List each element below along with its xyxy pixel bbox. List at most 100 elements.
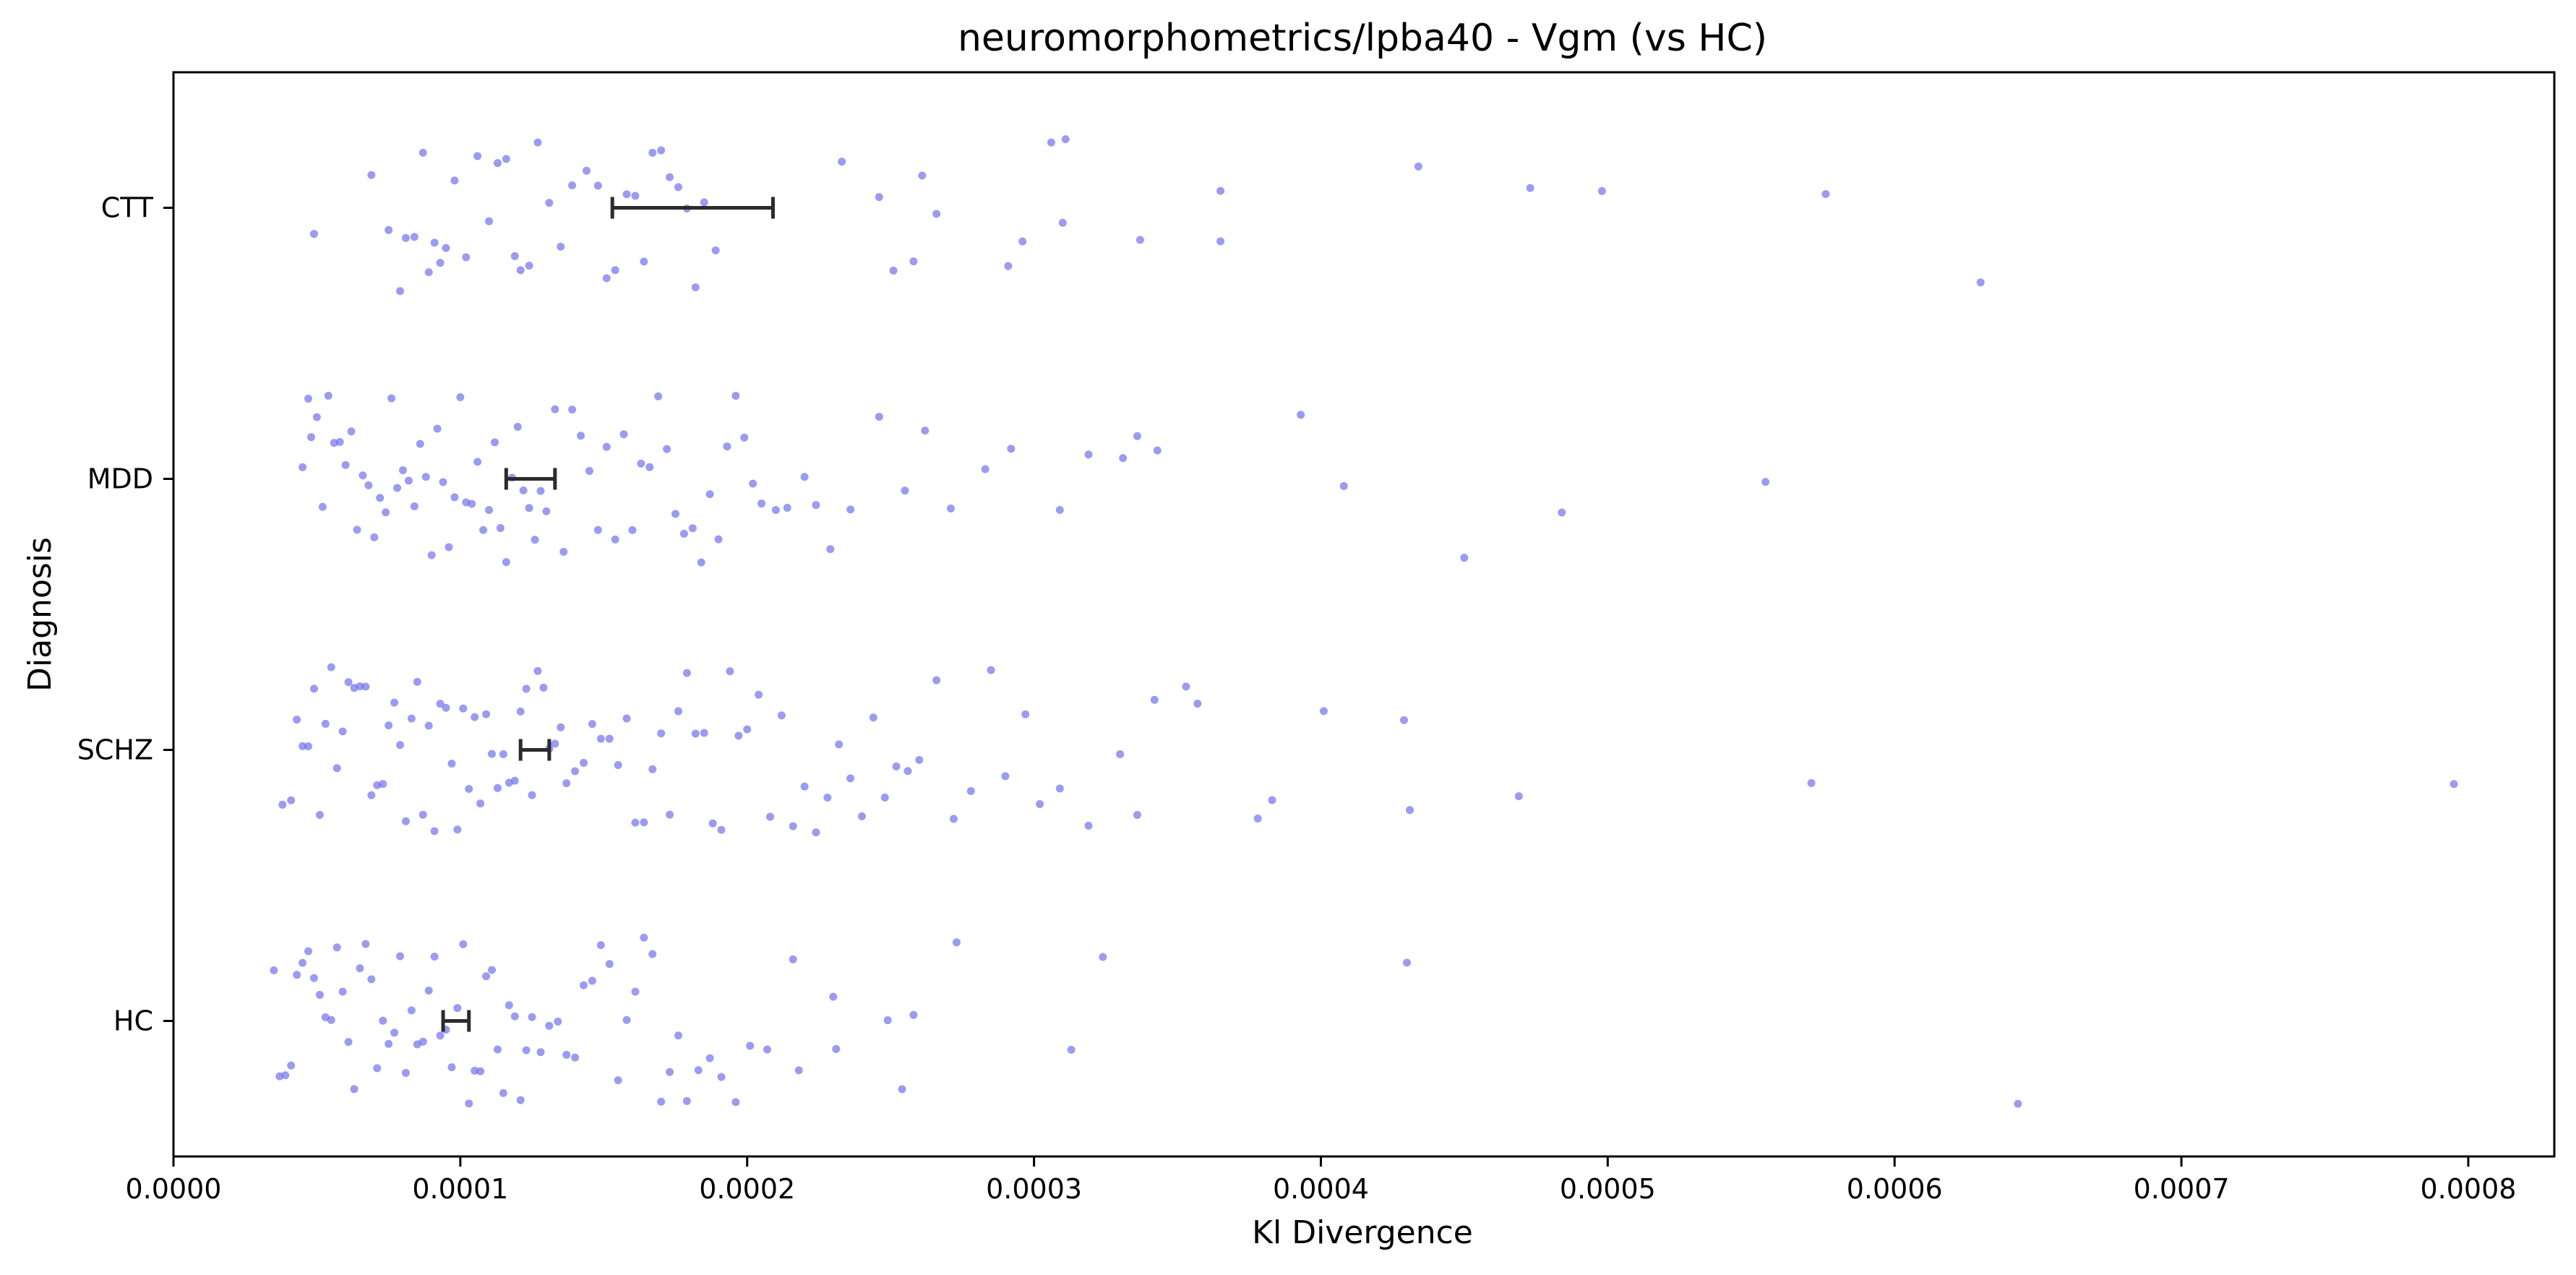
data-point-schz xyxy=(1319,707,1328,716)
data-point-hc xyxy=(588,976,596,985)
data-point-schz xyxy=(287,796,296,804)
data-point-schz xyxy=(385,721,393,730)
data-point-ctt xyxy=(557,242,565,251)
errorbar-hc xyxy=(441,1010,471,1032)
data-point-hc xyxy=(682,1096,691,1105)
data-point-schz xyxy=(361,682,370,691)
data-point-schz xyxy=(1150,695,1159,704)
errorbar-ctt xyxy=(610,197,775,219)
data-point-hc xyxy=(640,933,648,942)
data-point-schz xyxy=(499,750,507,758)
data-point-mdd xyxy=(542,507,551,515)
data-point-mdd xyxy=(783,503,791,512)
data-point-ctt xyxy=(1216,237,1225,246)
data-point-ctt xyxy=(442,244,450,252)
data-point-hc xyxy=(666,1068,674,1076)
x-tick-label: 0.0003 xyxy=(986,1173,1082,1205)
data-point-hc xyxy=(407,1006,416,1015)
data-point-mdd xyxy=(731,392,740,400)
x-axis: 0.0000 0.0001 0.0002 0.0003 0.0004 0.0005 0.00… xyxy=(126,1156,2516,1205)
data-point-hc xyxy=(571,1053,580,1062)
x-tick-label: 0.0002 xyxy=(699,1173,795,1205)
data-point-schz xyxy=(717,825,726,834)
data-point-hc xyxy=(361,940,370,948)
data-point-mdd xyxy=(304,395,313,403)
data-point-mdd xyxy=(335,437,344,446)
data-point-mdd xyxy=(981,465,989,473)
data-point-ctt xyxy=(510,252,519,260)
data-point-hc xyxy=(367,975,376,984)
data-point-schz xyxy=(657,729,666,738)
data-point-mdd xyxy=(812,501,820,510)
data-point-schz xyxy=(823,793,832,802)
data-point-hc xyxy=(356,964,364,973)
data-point-ctt xyxy=(462,253,471,262)
data-point-mdd xyxy=(901,486,909,495)
data-point-ctt xyxy=(691,283,700,291)
data-point-schz xyxy=(476,799,485,808)
data-point-mdd xyxy=(485,506,494,515)
data-point-hc xyxy=(493,1045,502,1054)
data-point-mdd xyxy=(800,473,809,481)
data-point-mdd xyxy=(645,463,654,471)
data-point-ctt xyxy=(611,266,619,275)
data-point-hc xyxy=(562,1050,571,1059)
data-point-mdd xyxy=(1007,445,1016,453)
data-point-schz xyxy=(367,791,376,799)
data-point-mdd xyxy=(875,413,883,421)
data-point-ctt xyxy=(568,181,577,189)
data-point-hc xyxy=(315,990,324,999)
data-point-hc xyxy=(657,1097,666,1106)
data-point-schz xyxy=(309,684,318,693)
data-point-schz xyxy=(332,764,341,773)
data-point-ctt xyxy=(424,268,433,277)
x-tick-label: 0.0007 xyxy=(2134,1173,2230,1205)
data-point-hc xyxy=(763,1045,772,1054)
data-point-hc xyxy=(436,1031,445,1040)
data-point-schz xyxy=(447,760,456,768)
data-point-hc xyxy=(596,941,605,950)
data-point-ctt xyxy=(1047,138,1055,147)
data-point-mdd xyxy=(502,558,510,567)
data-point-hc xyxy=(270,966,278,974)
data-point-schz xyxy=(315,811,324,820)
data-point-schz xyxy=(631,818,640,827)
data-point-schz xyxy=(356,682,364,691)
data-point-ctt xyxy=(418,148,427,157)
data-point-ctt xyxy=(473,152,482,160)
data-point-mdd xyxy=(347,427,356,436)
data-point-hc xyxy=(459,940,468,948)
data-point-hc xyxy=(476,1067,485,1076)
data-point-mdd xyxy=(671,510,680,518)
data-point-schz xyxy=(835,740,843,749)
data-point-hc xyxy=(717,1073,726,1081)
data-point-ctt xyxy=(582,166,591,175)
data-point-mdd xyxy=(496,524,505,533)
data-point-ctt xyxy=(1976,278,1985,287)
data-point-schz xyxy=(1021,710,1030,718)
data-point-hc xyxy=(1403,958,1412,967)
data-point-mdd xyxy=(1297,411,1305,419)
data-point-mdd xyxy=(479,525,488,534)
data-point-ctt xyxy=(430,239,439,247)
data-point-schz xyxy=(869,713,877,722)
data-point-schz xyxy=(430,827,439,836)
data-point-schz xyxy=(327,663,335,671)
y-axis: CTT MDD SCHZ HC xyxy=(77,192,173,1037)
data-point-schz xyxy=(278,800,287,809)
data-point-schz xyxy=(812,828,820,837)
data-point-hc xyxy=(2014,1099,2022,1108)
data-point-hc xyxy=(746,1042,755,1050)
data-point-hc xyxy=(453,1004,462,1013)
data-point-ctt xyxy=(889,266,898,275)
data-point-schz xyxy=(846,774,855,783)
data-point-mdd xyxy=(611,535,619,544)
data-point-ctt xyxy=(1004,262,1013,270)
data-point-schz xyxy=(777,711,786,720)
data-point-ctt xyxy=(875,193,883,202)
y-tick-label-ctt: CTT xyxy=(101,192,154,224)
data-point-mdd xyxy=(714,535,723,544)
data-point-schz xyxy=(562,779,571,788)
points-layer xyxy=(270,135,2458,1108)
